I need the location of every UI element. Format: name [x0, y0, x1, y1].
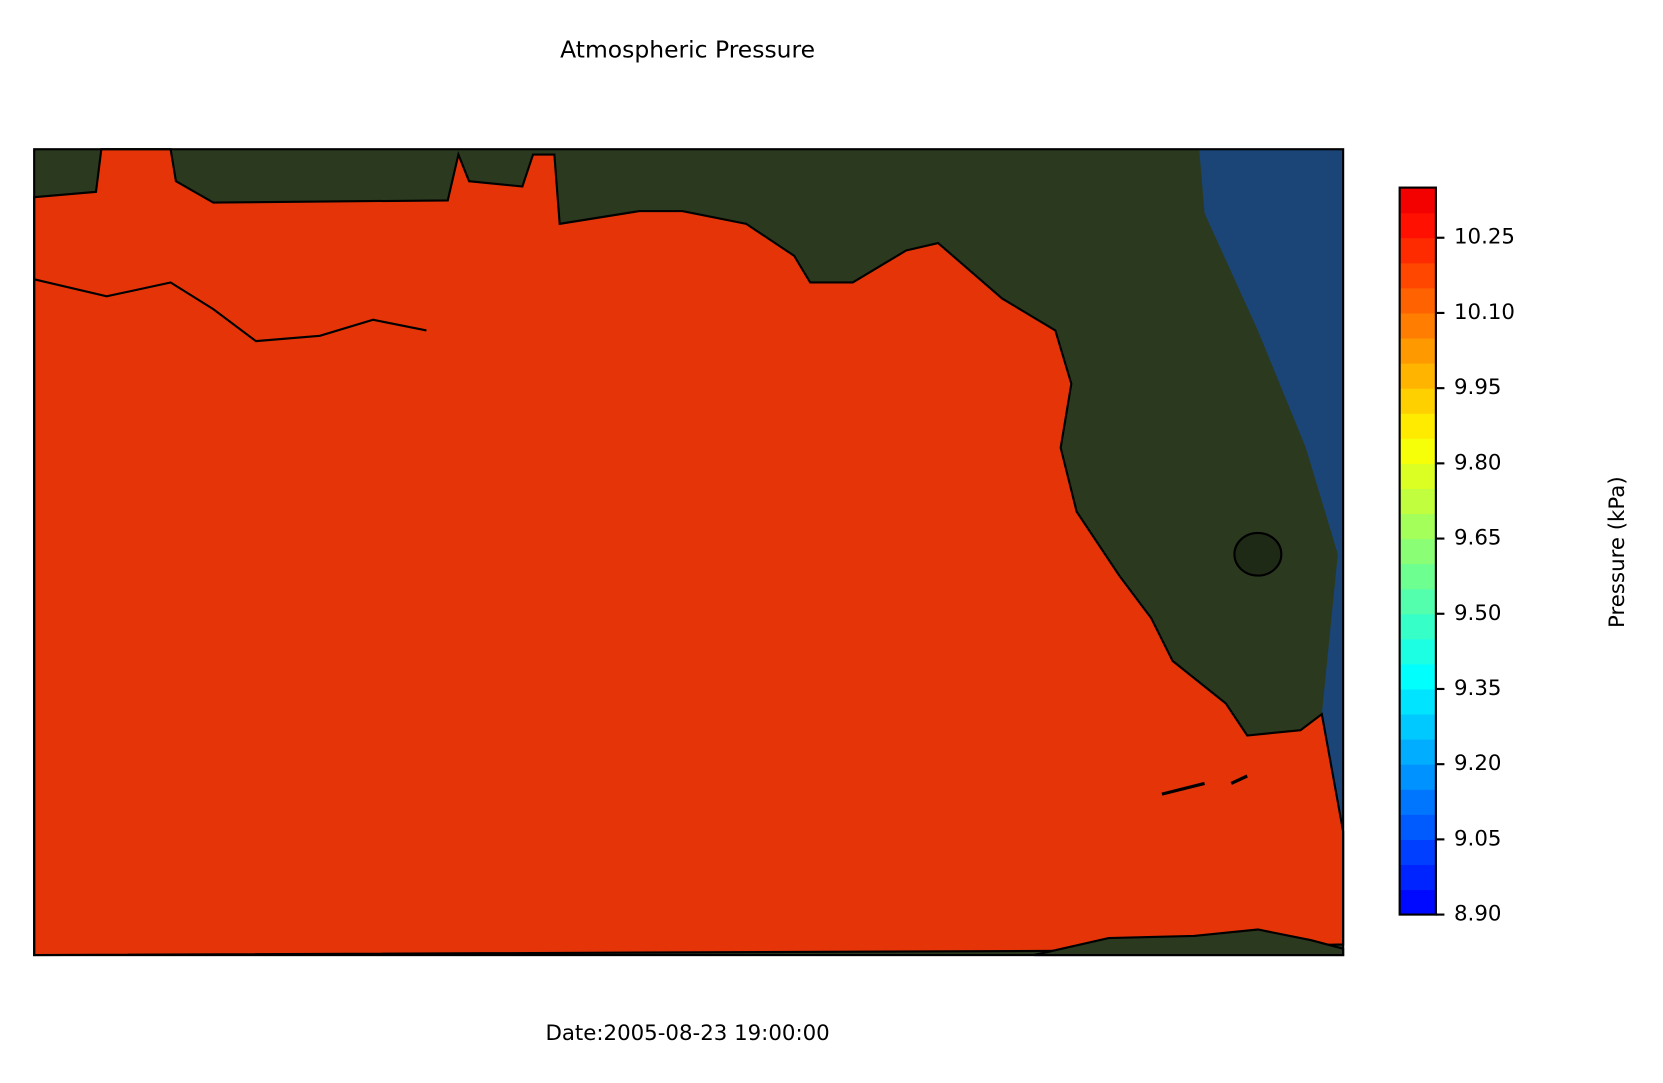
colorbar-tick-label: 10.25 — [1454, 225, 1515, 250]
colorbar-band — [1399, 438, 1436, 464]
colorbar-label: Pressure (kPa) — [1605, 476, 1630, 628]
colorbar-band — [1399, 714, 1436, 740]
ocean — [1199, 149, 1344, 832]
colorbar-band — [1399, 764, 1436, 790]
colorbar-band — [1399, 688, 1436, 715]
colorbar-band — [1399, 839, 1436, 865]
colorbar-band — [1399, 864, 1436, 891]
map-title: Atmospheric Pressure — [560, 36, 815, 64]
colorbar-band — [1399, 237, 1436, 264]
colorbar-band — [1399, 638, 1436, 665]
colorbar-frame — [1398, 186, 1437, 916]
colorbar-tick-label: 9.50 — [1454, 601, 1501, 626]
colorbar-band — [1399, 789, 1436, 815]
colorbar-tick-label: 8.90 — [1454, 902, 1501, 927]
lake — [1233, 531, 1283, 577]
colorbar-band — [1399, 513, 1436, 540]
gulf-field — [33, 148, 1345, 957]
colorbar-band — [1399, 663, 1436, 690]
colorbar-band — [1399, 262, 1436, 289]
colorbar-band — [1399, 312, 1436, 339]
colorbar-band — [1399, 488, 1436, 515]
colorbar-band — [1399, 739, 1436, 765]
colorbar-tick-label: 9.95 — [1454, 375, 1501, 400]
colorbar-tick-label: 9.35 — [1454, 676, 1501, 701]
map-frame — [33, 148, 1345, 957]
colorbar-band — [1399, 588, 1436, 615]
colorbar-band — [1399, 463, 1436, 489]
coastline — [33, 278, 427, 343]
colorbar-tick-label: 9.20 — [1454, 751, 1501, 776]
colorbar: 8.90 9.05 9.20 9.35 9.50 9.65 9.80 9.95 10.10 10.… — [1398, 186, 1515, 927]
colorbar-tick-label: 9.80 — [1454, 450, 1501, 475]
colorbar-band — [1399, 814, 1436, 840]
map — [33, 148, 1345, 957]
colorbar-band — [1399, 338, 1436, 364]
colorbar-band — [1399, 613, 1436, 640]
keys — [1161, 774, 1248, 796]
colorbar-tick-label: 9.65 — [1454, 526, 1501, 551]
colorbar-band — [1399, 889, 1436, 916]
colorbar-band — [1399, 363, 1436, 389]
colorbar-band — [1399, 287, 1436, 314]
colorbar-band — [1399, 388, 1436, 414]
colorbar-band — [1399, 413, 1436, 439]
colorbar-tick-label: 10.10 — [1454, 300, 1515, 325]
colorbar-band — [1399, 538, 1436, 565]
colorbar-band — [1399, 563, 1436, 590]
date-label: Date:2005-08-23 19:00:00 — [545, 1021, 829, 1046]
colorbar-tick-label: 9.05 — [1454, 826, 1501, 851]
colorbar-band — [1399, 187, 1436, 214]
colorbar-band — [1399, 212, 1436, 239]
